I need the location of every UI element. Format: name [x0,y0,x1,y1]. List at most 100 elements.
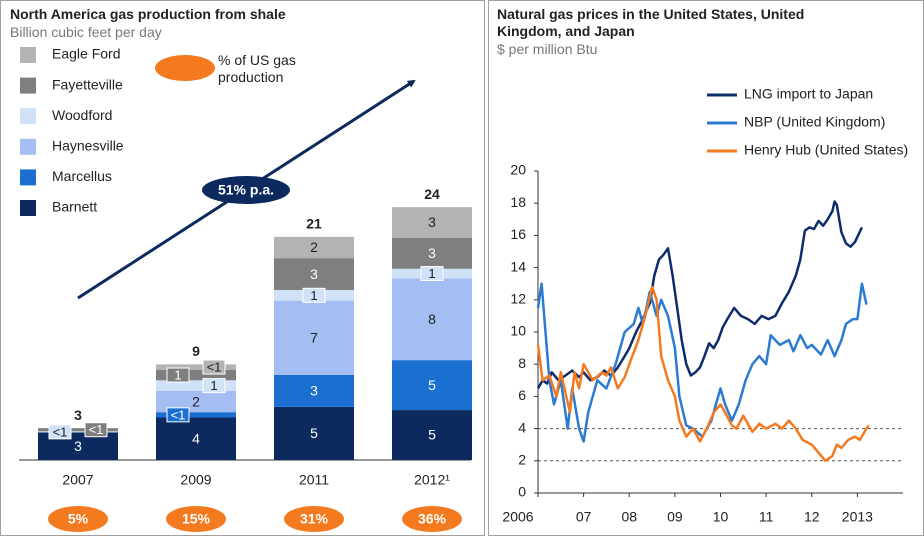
bar-segment [156,390,236,413]
bar-segment [274,258,354,290]
y-tick-label: 16 [510,226,526,242]
value-label-box [166,407,190,423]
value-label: 3 [310,383,318,399]
y-tick-label: 14 [510,258,526,274]
pct-label: 31% [300,511,329,527]
bar-segment [392,410,472,460]
pct-marker [402,506,462,532]
value-label: <1 [53,424,68,439]
legend-label: Eagle Ford [52,46,120,62]
line-series [536,200,864,390]
value-label: 1 [310,288,317,303]
x-tick-label: 10 [713,509,729,525]
total-label: 24 [424,186,440,202]
pct-marker [284,506,344,532]
bar-segment [156,380,236,391]
bar-segment [274,375,354,407]
bar-segment [156,369,236,381]
value-label: 3 [428,214,436,230]
x-tick-label: 2007 [62,472,93,488]
x-tick-label: 07 [576,509,592,525]
x-tick-label: 12 [804,509,820,525]
value-label-box [84,422,108,438]
value-label: <1 [89,422,104,437]
value-label: 7 [310,330,318,346]
bar-segment [38,431,118,433]
bar-segment [38,428,118,432]
value-label: 1 [174,367,181,382]
x-tick-label: 08 [621,509,637,525]
value-label: 5 [428,377,436,393]
legend-label: NBP (United Kingdom) [744,114,885,130]
right-subtitle: $ per million Btu [497,41,598,57]
legend-label: Fayetteville [52,76,123,92]
bar-segment [274,236,354,259]
legend-label: LNG import to Japan [744,86,873,102]
growth-badge [202,176,290,204]
legend-swatch [20,169,36,186]
y-tick-label: 8 [518,355,526,371]
y-tick-label: 12 [510,291,526,307]
value-label: 8 [428,311,436,327]
y-tick-label: 0 [518,484,526,500]
right-panel [488,0,924,536]
bar-segment [156,364,236,370]
y-tick-label: 4 [518,419,526,435]
bar-segment [392,207,472,238]
value-label: 5 [310,425,318,441]
bar-segment [274,300,354,375]
total-label: 9 [192,343,200,359]
x-tick-label: 2011 [299,472,329,488]
y-tick-label: 18 [510,194,526,210]
left-subtitle: Billion cubic feet per day [10,24,162,40]
total-label: 21 [306,216,322,232]
bar-segment [392,278,472,361]
value-label-box [202,359,226,375]
right-title: Natural gas prices in the United States,… [497,6,805,39]
y-tick-label: 2 [518,452,526,468]
x-tick-label: 2012¹ [414,472,450,488]
x-tick-label: 09 [667,509,683,525]
value-label: 4 [192,430,200,446]
line-series [536,285,870,463]
bar-segment [156,412,236,418]
value-label: <1 [171,407,186,422]
pct-label: 36% [418,511,447,527]
legend-swatch [20,138,36,155]
pct-legend-marker [155,55,215,81]
legend-label: Barnett [52,199,97,215]
pct-label: 5% [68,511,89,527]
legend-swatch [20,200,36,216]
value-label-box [166,367,190,383]
value-label: 3 [310,266,318,282]
left-title: North America gas production from shale [10,6,286,22]
total-label: 3 [74,407,82,423]
y-tick-label: 10 [510,323,526,339]
x-tick-label: 2009 [180,472,211,488]
value-label: 1 [210,378,217,393]
legend-swatch [20,77,36,94]
legend-label: Haynesville [52,138,124,154]
value-label: 3 [74,438,82,454]
pct-legend-label: % of US gas production [218,52,296,85]
value-label: 1 [428,266,435,281]
x-tick-label: 11 [759,509,774,525]
value-label: 2 [310,239,318,255]
legend-label: Henry Hub (United States) [744,142,908,158]
legend-label: Marcellus [52,168,112,184]
x-tick-label: 2013 [842,509,873,525]
x-tick-label: 2006 [502,509,533,525]
bar-segment [274,406,354,460]
value-label-box [420,266,444,282]
value-label-box [202,378,226,394]
legend-swatch [20,108,36,125]
pct-marker [48,506,108,532]
value-label: 5 [428,427,436,443]
bar-segment [392,237,472,269]
growth-label: 51% p.a. [218,182,274,198]
value-label-box [48,424,72,440]
bar-segment [156,417,236,460]
value-label-box [302,287,326,303]
